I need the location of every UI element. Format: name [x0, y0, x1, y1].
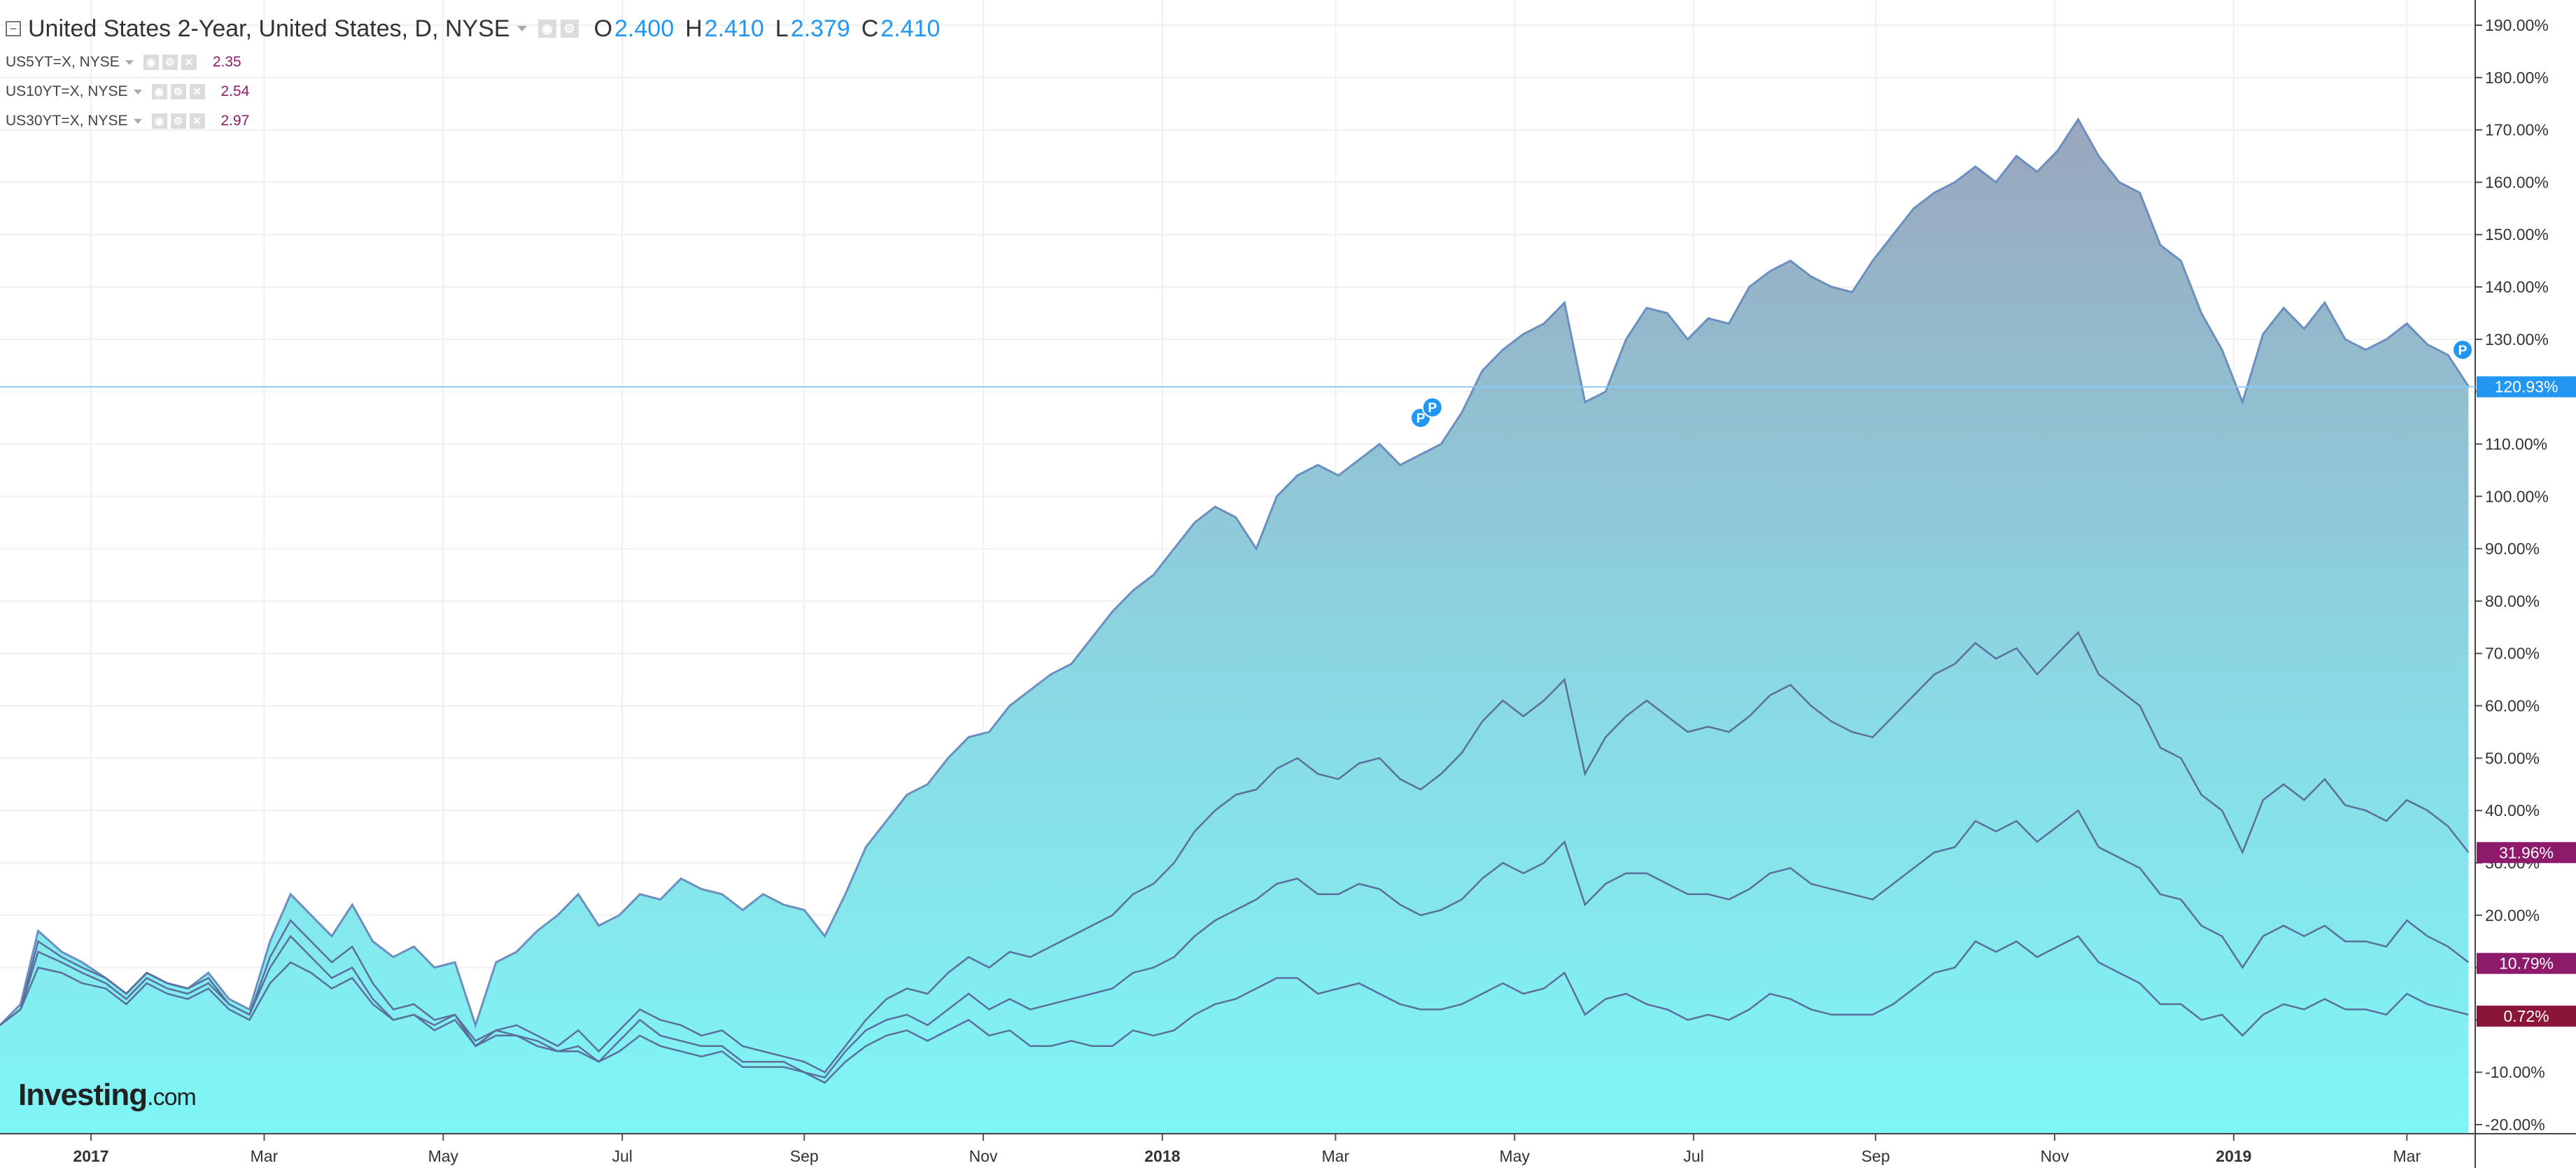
last-value-label: 0.72% — [2503, 1007, 2549, 1025]
eye-icon[interactable]: ◉ — [143, 55, 159, 70]
compare-series-value: 2.35 — [212, 54, 241, 70]
open-value: 2.400 — [614, 15, 675, 42]
main-series-title[interactable]: United States 2-Year, United States, D, … — [28, 15, 510, 42]
close-icon[interactable]: ✕ — [189, 113, 205, 129]
collapse-icon[interactable]: − — [6, 21, 21, 36]
compare-legend-us5y: US5YT=X, NYSE ◉ ⚙ ✕ 2.35 — [6, 48, 940, 77]
compare-legend-us30y: US30YT=X, NYSE ◉ ⚙ ✕ 2.97 — [6, 106, 940, 136]
compare-series-name[interactable]: US10YT=X, NYSE — [6, 83, 128, 99]
last-value-label: 31.96% — [2499, 843, 2554, 861]
y-tick-label: 160.00% — [2485, 173, 2549, 191]
eye-icon[interactable]: ◉ — [151, 84, 167, 99]
last-value-label: 10.79% — [2499, 955, 2554, 973]
main-series-area — [0, 117, 2470, 1134]
eye-icon[interactable]: ◉ — [151, 113, 167, 129]
last-value-badge — [2477, 952, 2576, 974]
y-tick-label: 20.00% — [2485, 906, 2540, 924]
y-tick-label: 100.00% — [2485, 487, 2549, 505]
compare-series-line-3 — [0, 935, 2469, 1084]
logo-suffix: .com — [147, 1084, 197, 1111]
y-tick-label: 40.00% — [2485, 801, 2540, 819]
main-series-legend: − United States 2-Year, United States, D… — [6, 10, 940, 48]
y-tick-label: 60.00% — [2485, 697, 2540, 715]
compare-series-value: 2.97 — [220, 113, 250, 129]
markers: PPP — [1410, 339, 2474, 429]
gear-icon[interactable]: ⚙ — [560, 20, 579, 38]
close-value: 2.410 — [880, 15, 941, 42]
x-tick-label: Jul — [612, 1147, 632, 1165]
caret-down-icon[interactable] — [125, 59, 134, 65]
last-value-badge — [2477, 842, 2576, 864]
caret-down-icon[interactable] — [516, 26, 527, 31]
x-tick-label: Mar — [2393, 1147, 2421, 1165]
low-label: L — [775, 15, 789, 42]
compare-series-lines — [0, 631, 2470, 1084]
y-tick-label: 70.00% — [2485, 645, 2540, 663]
high-label: H — [685, 15, 703, 42]
high-value: 2.410 — [704, 15, 764, 42]
compare-series-name[interactable]: US30YT=X, NYSE — [6, 113, 128, 129]
compare-series-value: 2.54 — [220, 83, 250, 99]
y-tick-label: 130.00% — [2485, 330, 2549, 349]
legend: − United States 2-Year, United States, D… — [6, 10, 940, 136]
x-tick-label: Sep — [1861, 1147, 1890, 1165]
close-icon[interactable]: ✕ — [181, 55, 197, 70]
y-tick-label: 110.00% — [2485, 435, 2547, 453]
x-tick-label: 2018 — [1144, 1147, 1180, 1165]
x-tick-label: 2019 — [2216, 1147, 2251, 1165]
x-tick-label: Mar — [251, 1147, 279, 1165]
low-value: 2.379 — [790, 15, 850, 42]
last-value-badge — [2477, 1005, 2576, 1027]
caret-down-icon[interactable] — [133, 89, 142, 94]
close-label: C — [861, 15, 879, 42]
y-tick-label: 140.00% — [2485, 278, 2549, 296]
gear-icon[interactable]: ⚙ — [170, 84, 186, 99]
y-tick-label: 80.00% — [2485, 592, 2540, 610]
investing-logo: Investing.com — [18, 1078, 197, 1113]
gear-icon[interactable]: ⚙ — [162, 55, 178, 70]
y-tick-label: -20.00% — [2485, 1116, 2545, 1134]
compare-series-name[interactable]: US5YT=X, NYSE — [6, 54, 120, 70]
x-tick-label: Nov — [969, 1147, 998, 1165]
x-tick-label: May — [1500, 1147, 1530, 1165]
pin-label: P — [1428, 401, 1437, 416]
main-series-fill — [0, 119, 2469, 1134]
x-tick-label: May — [428, 1147, 459, 1165]
y-tick-label: 150.00% — [2485, 225, 2549, 244]
y-tick-label: 190.00% — [2485, 16, 2549, 34]
y-tick-label: 90.00% — [2485, 540, 2540, 558]
y-tick-label: 180.00% — [2485, 69, 2549, 87]
logo-brand: Investing — [18, 1078, 148, 1112]
y-tick-label: -10.00% — [2485, 1063, 2545, 1081]
x-tick-label: 2017 — [73, 1147, 108, 1165]
y-tick-label: 170.00% — [2485, 121, 2549, 139]
main-series-line — [0, 117, 2470, 1029]
compare-series-line-1 — [0, 631, 2470, 1074]
x-tick-label: Nov — [2041, 1147, 2069, 1165]
last-value-badge — [2477, 376, 2576, 397]
open-label: O — [593, 15, 613, 42]
x-tick-label: Jul — [1683, 1147, 1703, 1165]
pin-label: P — [1416, 411, 1426, 426]
x-tick-label: Sep — [790, 1147, 819, 1165]
pin-icon — [1421, 397, 1443, 418]
eye-icon[interactable]: ◉ — [537, 20, 556, 38]
compare-legend-us10y: US10YT=X, NYSE ◉ ⚙ ✕ 2.54 — [6, 77, 940, 106]
pin-icon — [2452, 339, 2474, 360]
pin-label: P — [2458, 344, 2468, 358]
last-value-label: 120.93% — [2495, 378, 2559, 396]
x-tick-label: Mar — [1322, 1147, 1350, 1165]
y-tick-label: 50.00% — [2485, 749, 2540, 767]
caret-down-icon[interactable] — [133, 118, 142, 124]
gear-icon[interactable]: ⚙ — [170, 113, 186, 129]
close-icon[interactable]: ✕ — [189, 84, 205, 99]
